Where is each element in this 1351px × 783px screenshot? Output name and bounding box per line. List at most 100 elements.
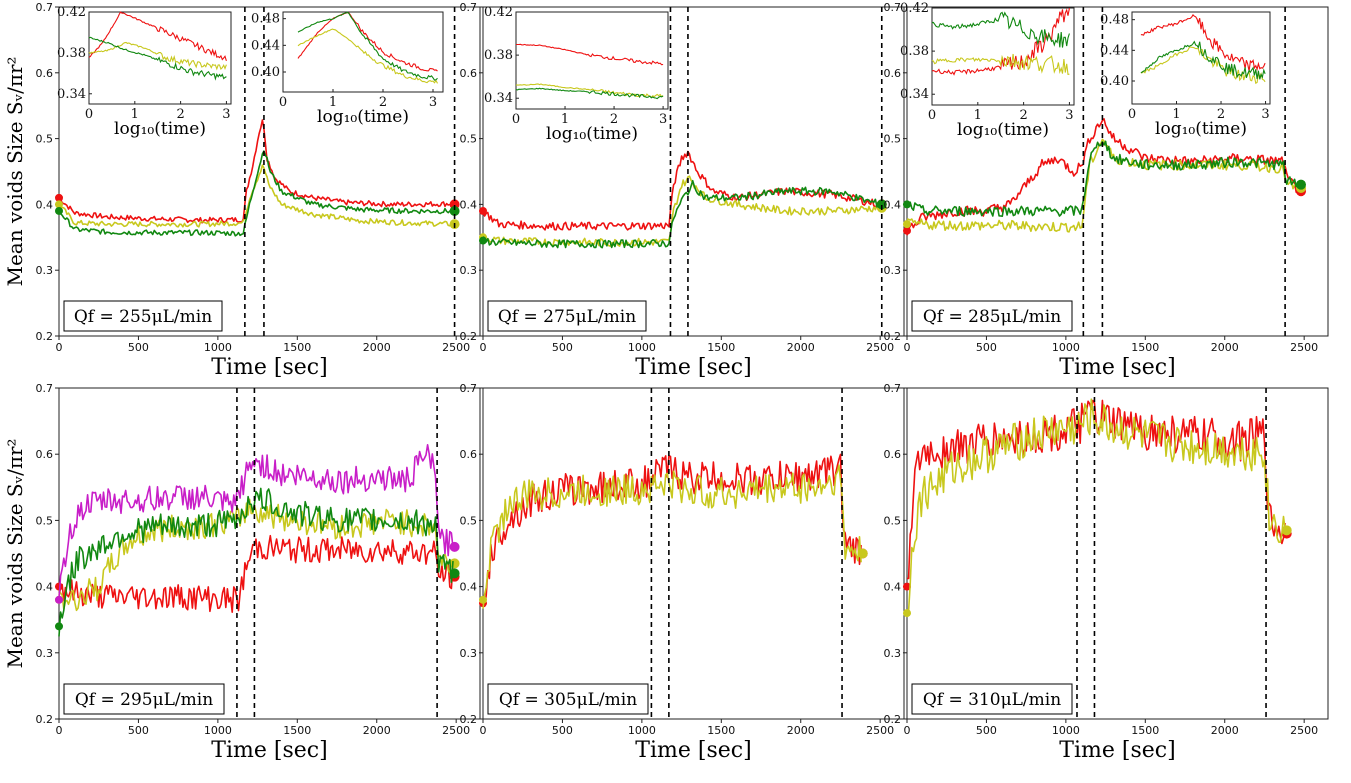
y-tick-label: 0.3: [884, 647, 902, 660]
inset-x-tick-label: 1: [1172, 107, 1180, 122]
start-point-red: [55, 582, 63, 591]
y-tick-label: 0.3: [460, 647, 478, 660]
y-tick-label: 0.3: [460, 264, 478, 277]
inset-x-tick-label: 0: [1128, 107, 1136, 122]
inset-y-tick-label: 0.44: [1100, 43, 1129, 58]
y-tick-label: 0.3: [36, 264, 54, 277]
y-tick-label: 0.2: [884, 713, 902, 726]
end-point-yellow: [1281, 525, 1292, 536]
y-tick-label: 0.4: [884, 198, 902, 211]
inset-p2-0: 0 1 2 3 0.34 0.38 0.42 log₁₀(time): [484, 5, 669, 144]
x-tick-label: 1500: [1131, 724, 1159, 737]
x-tick-label: 2000: [363, 724, 391, 737]
inset-x-tick-label: 3: [1261, 107, 1269, 122]
x-tick-label: 2500: [866, 724, 894, 737]
plot-frame: [482, 387, 905, 720]
inset-y-tick-label: 0.38: [484, 48, 513, 63]
y-tick-label: 0.7: [460, 1, 478, 14]
inset-series-line-green: [515, 87, 664, 100]
x-tick-label: 500: [976, 724, 997, 737]
inset-x-tick-label: 1: [561, 112, 569, 127]
start-point-green: [479, 236, 487, 245]
flow-rate-label: Qf = 305μL/min: [499, 690, 637, 710]
y-tick-label: 0.5: [460, 514, 478, 527]
y-axis-label: Mean voids Size Sᵥ/πr²: [3, 56, 27, 286]
end-point-green: [449, 205, 460, 216]
y-tick-label: 0.7: [884, 382, 902, 395]
inset-x-tick-label: 0: [279, 95, 287, 110]
series-line-yellow: [58, 498, 454, 612]
inset-y-tick-label: 0.38: [900, 44, 929, 59]
end-point-magenta: [449, 541, 460, 552]
inset-series-line-yellow: [931, 53, 1070, 76]
inset-p1-0: 0 1 2 3 0.34 0.38 0.42 log₁₀(time): [57, 5, 232, 139]
series-line-magenta: [58, 444, 454, 600]
x-tick-label: 1000: [204, 724, 232, 737]
start-point-red: [479, 206, 487, 215]
series-line-green: [58, 487, 454, 637]
y-tick-label: 0.5: [36, 133, 54, 146]
inset-x-tick-label: 0: [85, 107, 93, 122]
inset-y-tick-label: 0.48: [251, 12, 280, 27]
y-tick-label: 0.5: [460, 133, 478, 146]
inset-y-tick-label: 0.34: [57, 87, 86, 102]
start-point-red: [55, 193, 63, 202]
inset-frame: [931, 7, 1075, 106]
inset-x-tick-label: 2: [1217, 107, 1225, 122]
inset-x-tick-label: 3: [659, 112, 667, 127]
y-tick-label: 0.4: [884, 581, 902, 594]
y-tick-label: 0.6: [884, 67, 902, 80]
inset-p1-1: 0 1 2 3 0.40 0.44 0.48 log₁₀(time): [251, 11, 444, 127]
end-point-green: [449, 568, 460, 579]
x-tick-label: 1000: [628, 724, 656, 737]
series-line-yellow: [482, 464, 862, 609]
inset-series-line-green: [1140, 40, 1266, 80]
inset-x-tick-label: 1: [329, 95, 337, 110]
y-tick-label: 0.5: [36, 514, 54, 527]
y-tick-label: 0.2: [36, 330, 54, 343]
end-point-green: [876, 199, 887, 210]
inset-series-line-red: [297, 12, 438, 72]
flow-rate-label: Qf = 310μL/min: [923, 690, 1061, 710]
inset-series-line-yellow: [1140, 46, 1266, 85]
x-tick-label: 2500: [1290, 341, 1318, 354]
inset-x-axis-label: log₁₀(time): [546, 124, 638, 144]
x-tick-label: 1500: [707, 724, 735, 737]
inset-x-axis-label: log₁₀(time): [1155, 119, 1247, 139]
x-tick-label: 2500: [442, 341, 470, 354]
x-tick-label: 1500: [283, 724, 311, 737]
inset-x-tick-label: 1: [131, 107, 139, 122]
inset-y-tick-label: 0.48: [1100, 13, 1129, 28]
series-line-yellow: [906, 398, 1286, 614]
start-point-green: [55, 206, 63, 215]
y-tick-label: 0.6: [460, 67, 478, 80]
x-tick-label: 2000: [1211, 341, 1239, 354]
start-point-yellow: [903, 220, 911, 229]
inset-y-tick-label: 0.44: [251, 38, 280, 53]
start-point-red: [903, 226, 911, 235]
inset-series-line-red: [516, 43, 664, 66]
x-tick-label: 2000: [1211, 724, 1239, 737]
x-tick-label: 0: [904, 724, 911, 737]
x-tick-label: 2000: [787, 341, 815, 354]
y-tick-label: 0.4: [36, 198, 54, 211]
inset-y-tick-label: 0.42: [484, 5, 513, 20]
y-tick-label: 0.6: [884, 448, 902, 461]
y-tick-label: 0.2: [884, 330, 902, 343]
inset-series-line-green: [931, 11, 1070, 48]
y-tick-label: 0.6: [460, 448, 478, 461]
inset-x-axis-label: log₁₀(time): [957, 120, 1049, 140]
inset-y-tick-label: 0.38: [57, 46, 86, 61]
series-line-red: [58, 119, 454, 224]
panel-p5: 0 500 1000 1500 2000 25000.20.30.40.50.60.7Qf…: [460, 382, 905, 763]
panel-p1: 0 500 1000 1500 2000 25000.20.30.40.50.60.7Qf…: [36, 1, 481, 380]
start-point-red: [903, 582, 911, 591]
x-tick-label: 500: [552, 341, 573, 354]
x-tick-label: 2000: [787, 724, 815, 737]
inset-p3-1: 0 1 2 3 0.40 0.44 0.48 log₁₀(time): [1100, 11, 1271, 139]
y-axis-label: Mean voids Size Sᵥ/πr²: [3, 438, 27, 668]
y-tick-label: 0.7: [36, 1, 54, 14]
end-point-yellow: [857, 548, 868, 559]
inset-p3-0: 0 1 2 3 0.34 0.38 0.42 log₁₀(time): [900, 1, 1075, 140]
x-tick-label: 2500: [866, 341, 894, 354]
